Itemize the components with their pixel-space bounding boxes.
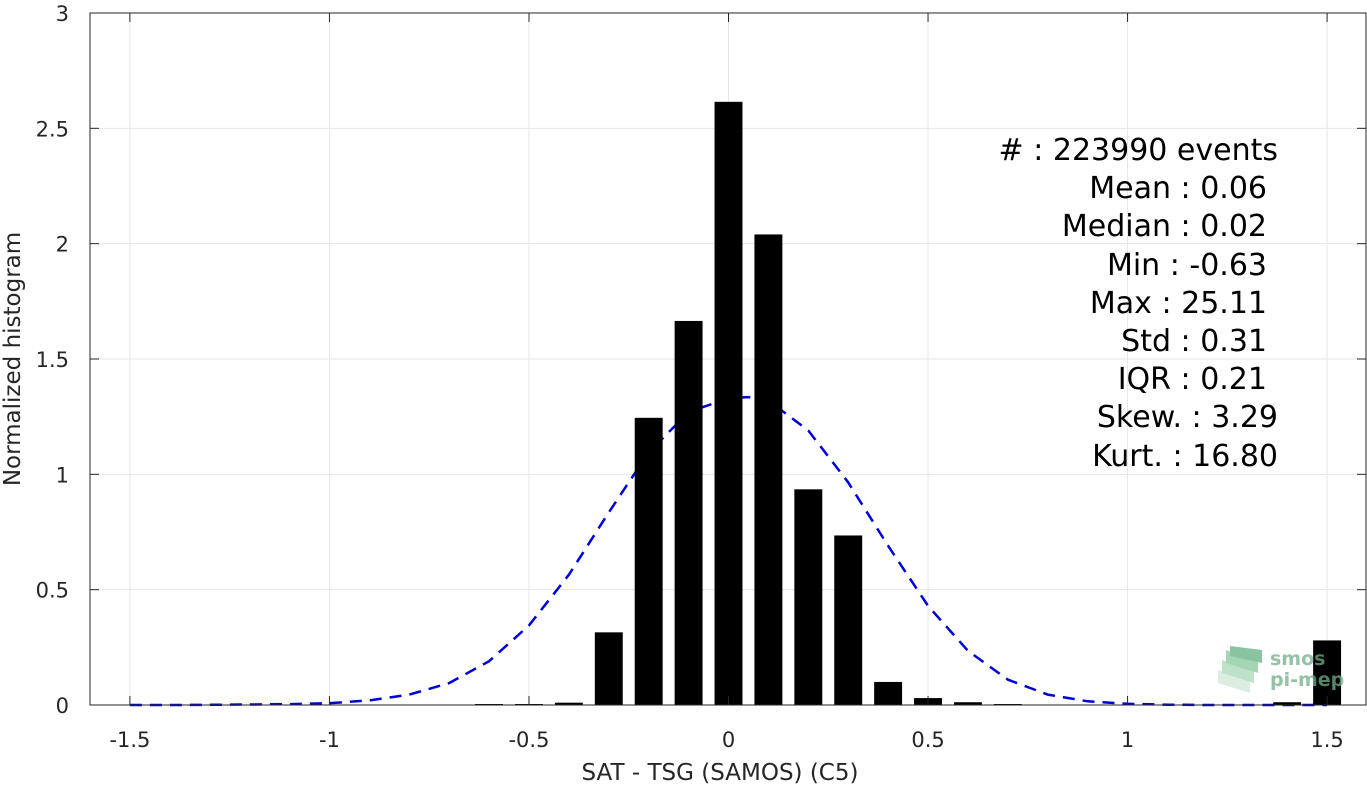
y-tick-label: 1.5 <box>36 348 69 372</box>
histogram-bar <box>874 681 903 705</box>
stat-events: # : 223990 events <box>999 133 1278 168</box>
y-tick-label: 3 <box>56 2 69 26</box>
y-tick-label: 2 <box>56 233 69 257</box>
x-tick-label: 0 <box>722 728 735 752</box>
histogram-bar <box>634 417 663 705</box>
axes-frame <box>89 12 1367 706</box>
y-tick-labels: 0 0.5 1 1.5 2 2.5 3 <box>36 2 69 718</box>
plot-frame <box>89 12 1367 706</box>
x-tick-label: -1.5 <box>109 728 150 752</box>
x-tick-label: -0.5 <box>508 728 549 752</box>
statistics-box: # : 223990 events Mean : 0.06 Median : 0… <box>999 133 1278 474</box>
logo-text-smos: smos <box>1270 648 1325 670</box>
x-tick-label: -1 <box>319 728 340 752</box>
histogram-bar <box>674 320 703 705</box>
x-tick-labels: -1.5 -1 -0.5 0 0.5 1 1.5 <box>109 728 1343 752</box>
logo-layers-icon <box>1218 646 1262 693</box>
y-tick-label: 0 <box>56 694 69 718</box>
histogram-bar <box>1313 640 1342 705</box>
stat-min: Min : -0.63 <box>1107 248 1267 283</box>
x-tick-label: 0.5 <box>911 728 944 752</box>
histogram-bar <box>594 632 623 705</box>
histogram-bar <box>953 702 982 705</box>
y-axis-label: Normalized histogram <box>0 232 26 486</box>
histogram-bar <box>794 489 823 705</box>
histogram-bar <box>714 101 743 706</box>
stat-median: Median : 0.02 <box>1062 209 1267 244</box>
stat-max: Max : 25.11 <box>1090 286 1267 321</box>
histogram-bar <box>754 234 783 705</box>
histogram-bars <box>475 101 1342 706</box>
histogram-bar <box>834 535 863 705</box>
stat-kurt: Kurt. : 16.80 <box>1092 439 1278 474</box>
stat-skew: Skew. : 3.29 <box>1097 400 1278 435</box>
smos-pimep-logo: smos pi-mep <box>1218 646 1344 693</box>
x-tick-label: 1.5 <box>1310 728 1343 752</box>
stat-iqr: IQR : 0.21 <box>1118 362 1267 397</box>
y-tick-label: 1 <box>56 463 69 487</box>
x-tick-label: 1 <box>1121 728 1134 752</box>
histogram-bar <box>1273 702 1302 705</box>
stat-mean: Mean : 0.06 <box>1089 171 1267 206</box>
x-axis-label: SAT - TSG (SAMOS) (C5) <box>582 760 859 785</box>
y-tick-label: 0.5 <box>36 579 69 603</box>
stat-std: Std : 0.31 <box>1121 324 1267 359</box>
histogram-bar <box>554 702 583 705</box>
logo-text-pimep: pi-mep <box>1270 669 1344 691</box>
y-tick-label: 2.5 <box>36 117 69 141</box>
